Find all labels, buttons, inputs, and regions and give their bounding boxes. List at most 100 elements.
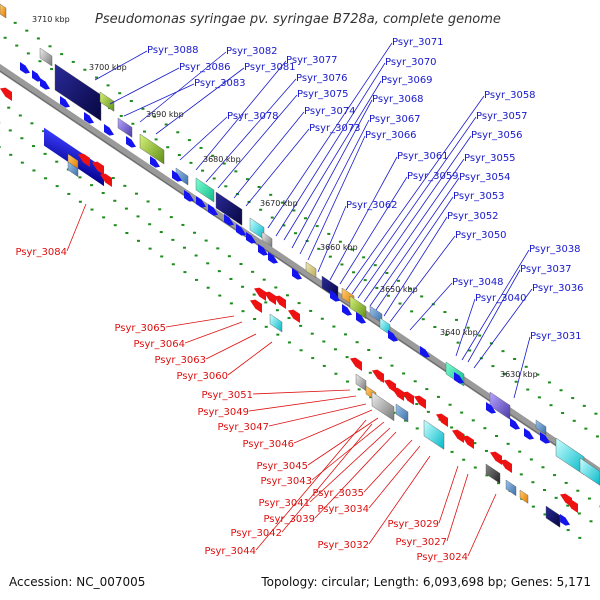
guide-dot bbox=[125, 232, 129, 235]
guide-dot bbox=[346, 380, 350, 383]
forward-gene-arrow bbox=[172, 170, 182, 182]
guide-dot bbox=[450, 450, 454, 453]
guide-dot bbox=[443, 311, 447, 314]
gene-label: Psyr_3073 bbox=[309, 123, 361, 134]
guide-dot bbox=[36, 37, 40, 40]
reverse-gene-arrow bbox=[402, 391, 414, 406]
leader-line bbox=[255, 419, 367, 551]
scale-tick-label: 3630 kbp bbox=[500, 370, 538, 379]
guide-dot bbox=[269, 193, 273, 196]
guide-dot bbox=[436, 395, 440, 398]
leader-line bbox=[383, 216, 448, 317]
leader-line bbox=[179, 116, 228, 161]
gene-label: Psyr_3060 bbox=[176, 371, 228, 382]
guide-dot bbox=[60, 53, 64, 56]
guide-dot bbox=[350, 248, 354, 251]
guide-dot bbox=[262, 278, 266, 281]
guide-dot bbox=[299, 324, 303, 327]
guide-dot bbox=[204, 239, 208, 242]
guide-dot bbox=[299, 349, 303, 352]
leader-line bbox=[311, 421, 385, 481]
guide-dot bbox=[462, 458, 466, 461]
forward-gene-block bbox=[489, 391, 511, 420]
gene-label: Psyr_3068 bbox=[372, 94, 424, 105]
guide-dot bbox=[513, 357, 517, 360]
guide-dot bbox=[90, 184, 94, 187]
leader-line bbox=[252, 389, 351, 395]
guide-dot bbox=[524, 365, 528, 368]
guide-dot bbox=[176, 131, 180, 134]
guide-dot bbox=[71, 60, 75, 63]
reverse-gene-arrow bbox=[0, 87, 12, 102]
guide-dot bbox=[245, 178, 249, 181]
scale-tick-label: 3650 kbp bbox=[380, 285, 418, 294]
leader-line bbox=[369, 177, 460, 307]
guide-dot bbox=[206, 286, 210, 289]
leader-line bbox=[317, 205, 347, 273]
gene-label: Psyr_3036 bbox=[532, 283, 584, 294]
guide-dot bbox=[378, 356, 382, 359]
gene-label: Psyr_3064 bbox=[133, 339, 185, 350]
guide-dot bbox=[287, 317, 291, 320]
leader-line bbox=[314, 431, 397, 519]
forward-gene-block bbox=[349, 295, 367, 320]
gene-label: Psyr_3082 bbox=[226, 46, 278, 57]
forward-gene-block bbox=[579, 457, 600, 486]
guide-dot bbox=[367, 349, 371, 352]
leader-line bbox=[281, 423, 373, 533]
guide-dot bbox=[113, 224, 117, 227]
leader-line bbox=[205, 78, 297, 183]
forward-gene-block bbox=[261, 231, 273, 248]
guide-dot bbox=[171, 263, 175, 266]
leader-line bbox=[351, 116, 477, 295]
guide-dot bbox=[48, 45, 52, 48]
guide-dot bbox=[276, 333, 280, 336]
guide-dot bbox=[134, 192, 138, 195]
gene-label: Psyr_3042 bbox=[230, 528, 282, 539]
gene-features bbox=[0, 3, 600, 528]
guide-dot bbox=[526, 388, 530, 391]
guide-dot bbox=[363, 279, 367, 282]
gene-label: Psyr_3050 bbox=[455, 230, 507, 241]
guide-dot bbox=[146, 200, 150, 203]
dotted-guides bbox=[0, 21, 600, 539]
guide-dot bbox=[216, 247, 220, 250]
guide-dot bbox=[468, 349, 472, 352]
guide-dot bbox=[124, 207, 128, 210]
guide-dot bbox=[32, 169, 36, 172]
guide-dot bbox=[578, 536, 582, 539]
guide-dot bbox=[182, 246, 186, 249]
forward-gene-block bbox=[39, 47, 53, 67]
guide-dot bbox=[199, 146, 203, 149]
guide-dot bbox=[177, 154, 181, 157]
guide-dot bbox=[327, 232, 331, 235]
reverse-gene-arrow bbox=[392, 387, 404, 402]
gene-label: Psyr_3070 bbox=[385, 57, 437, 68]
reverse-gene-block bbox=[371, 391, 395, 422]
guide-dot bbox=[206, 262, 210, 265]
forward-gene-arrow bbox=[60, 96, 70, 108]
leader-line bbox=[291, 99, 373, 249]
leader-line bbox=[329, 156, 398, 281]
guide-dot bbox=[285, 294, 289, 297]
guide-dot bbox=[43, 152, 47, 155]
leader-line bbox=[245, 128, 310, 207]
guide-dot bbox=[455, 318, 459, 321]
reverse-gene-block bbox=[355, 373, 367, 392]
gene-label: Psyr_3083 bbox=[194, 78, 246, 89]
guide-dot bbox=[119, 114, 123, 117]
guide-dot bbox=[529, 458, 533, 461]
leader-line bbox=[409, 282, 453, 331]
guide-dot bbox=[531, 505, 535, 508]
leader-line bbox=[368, 455, 431, 545]
gene-label: Psyr_3043 bbox=[260, 476, 312, 487]
forward-gene-arrow bbox=[196, 196, 206, 208]
guide-dot bbox=[561, 412, 565, 415]
guide-dot bbox=[78, 176, 82, 179]
forward-gene-arrow bbox=[454, 372, 464, 384]
gene-label: Psyr_3051 bbox=[201, 390, 253, 401]
gene-label: Psyr_3057 bbox=[476, 111, 528, 122]
guide-dot bbox=[78, 200, 82, 203]
guide-dot bbox=[118, 92, 122, 95]
